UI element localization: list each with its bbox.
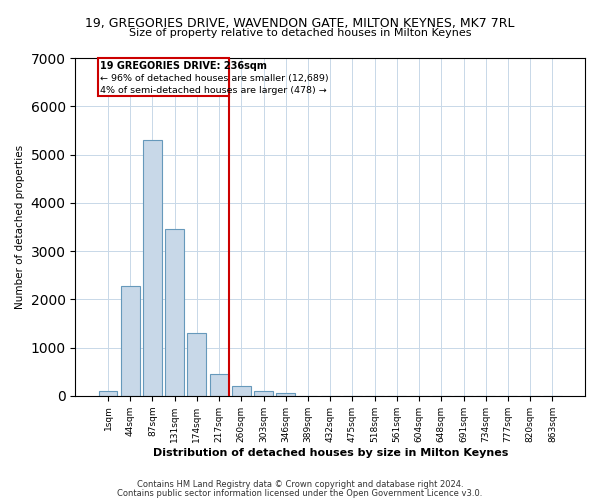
FancyBboxPatch shape <box>98 58 229 96</box>
Bar <box>143 140 162 396</box>
X-axis label: Distribution of detached houses by size in Milton Keynes: Distribution of detached houses by size … <box>152 448 508 458</box>
Text: 19 GREGORIES DRIVE: 236sqm: 19 GREGORIES DRIVE: 236sqm <box>100 61 267 71</box>
Text: 19, GREGORIES DRIVE, WAVENDON GATE, MILTON KEYNES, MK7 7RL: 19, GREGORIES DRIVE, WAVENDON GATE, MILT… <box>85 18 515 30</box>
Bar <box>277 393 295 396</box>
Bar <box>165 230 184 396</box>
Text: 4% of semi-detached houses are larger (478) →: 4% of semi-detached houses are larger (4… <box>100 86 327 95</box>
Bar <box>232 386 251 396</box>
Bar <box>187 333 206 396</box>
Bar <box>209 374 229 396</box>
Text: ← 96% of detached houses are smaller (12,689): ← 96% of detached houses are smaller (12… <box>100 74 329 83</box>
Text: Contains public sector information licensed under the Open Government Licence v3: Contains public sector information licen… <box>118 488 482 498</box>
Text: Contains HM Land Registry data © Crown copyright and database right 2024.: Contains HM Land Registry data © Crown c… <box>137 480 463 489</box>
Y-axis label: Number of detached properties: Number of detached properties <box>15 145 25 309</box>
Bar <box>98 391 118 396</box>
Text: Size of property relative to detached houses in Milton Keynes: Size of property relative to detached ho… <box>129 28 471 38</box>
Bar <box>254 391 273 396</box>
Bar <box>121 286 140 396</box>
